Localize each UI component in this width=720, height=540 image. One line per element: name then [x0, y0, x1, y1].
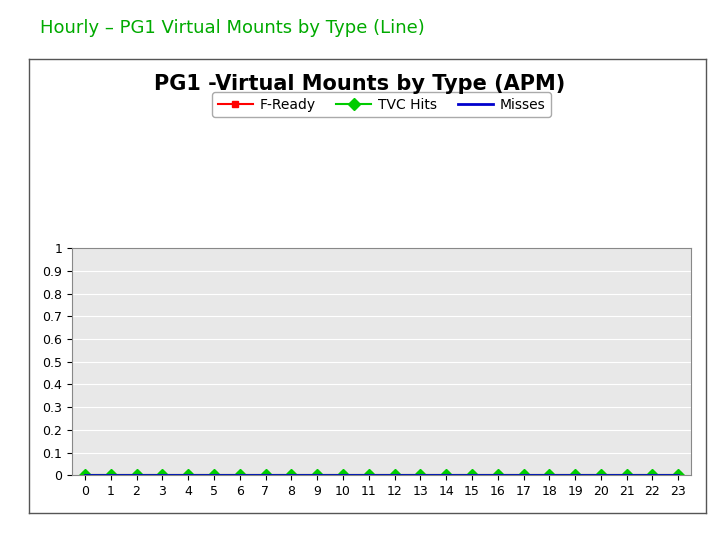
Legend: F-Ready, TVC Hits, Misses: F-Ready, TVC Hits, Misses — [212, 92, 551, 117]
Text: Hourly – PG1 Virtual Mounts by Type (Line): Hourly – PG1 Virtual Mounts by Type (Lin… — [40, 19, 424, 37]
Text: PG1 -Virtual Mounts by Type (APM): PG1 -Virtual Mounts by Type (APM) — [154, 73, 566, 94]
